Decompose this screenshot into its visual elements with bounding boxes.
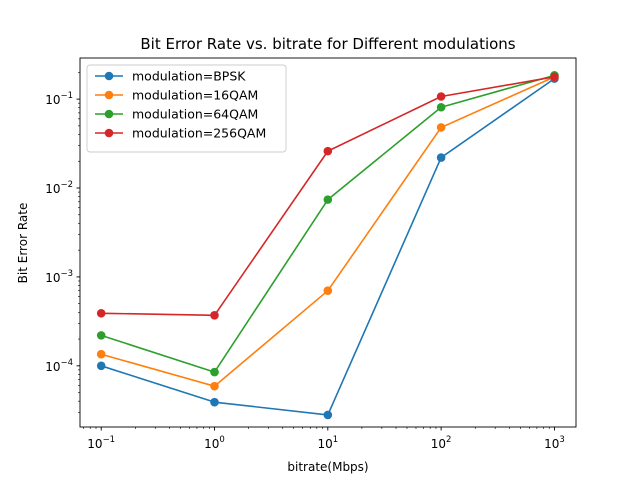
data-point — [96, 331, 106, 340]
chart-title: Bit Error Rate vs. bitrate for Different… — [140, 35, 515, 53]
data-point — [96, 361, 106, 371]
y-axis: 10−4 10−3 10−2 10−1 — [45, 72, 80, 413]
series-4 — [96, 72, 559, 320]
data-point — [436, 123, 446, 132]
x-tick-label: 103 — [544, 435, 565, 451]
series-layer — [96, 71, 559, 420]
legend: modulation=BPSK modulation=16QAM modulatio… — [86, 64, 287, 153]
legend-box — [86, 64, 287, 153]
data-point — [436, 102, 446, 112]
data-point — [323, 410, 333, 420]
legend-marker — [104, 90, 114, 100]
x-tick-label: 102 — [431, 435, 452, 451]
data-point — [323, 286, 333, 295]
legend-label: modulation=BPSK — [132, 69, 246, 84]
legend-marker — [104, 128, 114, 138]
legend-marker — [104, 71, 114, 81]
data-point — [210, 310, 219, 320]
data-point — [436, 92, 446, 101]
legend-entry: modulation=64QAM — [95, 107, 258, 122]
data-point — [210, 381, 219, 391]
legend-marker — [104, 109, 114, 119]
legend-entry: modulation=16QAM — [95, 88, 258, 103]
y-tick-label: 10−3 — [45, 269, 73, 285]
x-tick-label: 101 — [317, 435, 338, 451]
x-axis: 10−1 100 101 102 103 — [83, 427, 565, 451]
legend-entry: modulation=256QAM — [95, 126, 266, 141]
x-axis-label: bitrate(Mbps) — [287, 460, 368, 474]
data-point — [323, 195, 333, 204]
legend-label: modulation=256QAM — [132, 126, 266, 141]
legend-label: modulation=16QAM — [132, 88, 258, 103]
y-tick-label: 10−2 — [45, 180, 73, 196]
data-point — [436, 153, 446, 162]
data-point — [96, 349, 106, 359]
y-tick-label: 10−4 — [45, 358, 73, 374]
data-point — [96, 308, 106, 318]
y-axis-label: Bit Error Rate — [16, 203, 30, 284]
data-point — [210, 397, 219, 407]
legend-label: modulation=64QAM — [132, 107, 258, 122]
data-point — [550, 72, 559, 82]
data-point — [210, 367, 219, 377]
x-tick-label: 100 — [204, 435, 225, 451]
legend-entry: modulation=BPSK — [95, 69, 246, 84]
data-point — [323, 146, 333, 156]
series-1 — [96, 74, 559, 420]
x-tick-label: 10−1 — [87, 435, 115, 451]
y-tick-label: 10−1 — [45, 91, 73, 107]
